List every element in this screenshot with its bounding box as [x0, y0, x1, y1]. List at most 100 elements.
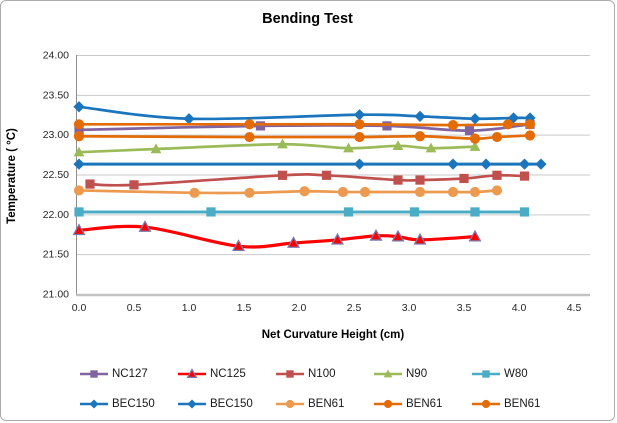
marker-circle [244, 119, 255, 130]
marker-triangle [138, 220, 152, 232]
legend-label: BEN61 [308, 398, 345, 410]
marker-circle [414, 131, 426, 142]
legend-marker-circle-icon [374, 399, 402, 409]
marker-triangle [150, 143, 162, 154]
marker-diamond [507, 112, 520, 124]
marker-triangle [369, 228, 383, 241]
legend-marker-circle-icon [276, 399, 304, 409]
marker-circle [524, 119, 536, 130]
legend: NC127 NC125 N100 N90 W80 BEC150 BEC150 BEN61 BE… [79, 359, 571, 419]
marker-circle [502, 119, 514, 130]
legend-label: BEC150 [112, 398, 155, 410]
marker-triangle [383, 369, 393, 378]
legend-marker-square-icon [80, 370, 108, 378]
marker-diamond [535, 158, 547, 170]
marker-circle [337, 186, 349, 198]
marker-circle [354, 131, 365, 143]
marker-square [519, 207, 530, 217]
marker-triangle [231, 239, 246, 252]
legend-item-BEC150: BEC150 [79, 389, 177, 419]
marker-square [519, 171, 530, 181]
legend-marker-triangle-icon [374, 369, 402, 378]
legend-marker-diamond-icon [178, 399, 206, 409]
legend-item-N90: N90 [373, 359, 471, 389]
marker-circle [481, 399, 491, 409]
legend-item-NC125: NC125 [177, 359, 275, 389]
marker-triangle [469, 141, 481, 151]
legend-item-BEN61: BEN61 [471, 389, 569, 419]
marker-square [470, 207, 480, 217]
legend-label: N90 [406, 368, 428, 380]
marker-circle [383, 399, 393, 409]
x-tick-label: 2.5 [347, 302, 362, 314]
legend-item-N100: N100 [275, 359, 373, 389]
marker-circle [359, 186, 371, 198]
legend-marker-triangle-icon [178, 368, 206, 379]
legend-label: NC125 [210, 368, 246, 380]
marker-circle [189, 187, 200, 198]
marker-triangle [343, 142, 354, 153]
marker-square [482, 370, 490, 378]
x-tick-label: 2.0 [292, 302, 307, 314]
legend-label: BEN61 [504, 398, 541, 410]
x-tick-label: 1.5 [237, 302, 252, 314]
marker-triangle [425, 142, 437, 153]
marker-triangle [277, 138, 288, 149]
marker-triangle [330, 232, 345, 245]
marker-square [459, 173, 469, 184]
series-line-BEC150 [77, 105, 532, 121]
series-line-N100 [88, 173, 526, 187]
marker-triangle [468, 229, 482, 242]
marker-square [74, 125, 84, 135]
legend-item-BEN61: BEN61 [275, 389, 373, 419]
marker-circle [491, 131, 503, 143]
marker-diamond [353, 158, 366, 170]
legend-item-W80: W80 [471, 359, 569, 389]
y-tick-label: 22.50 [43, 169, 69, 181]
series-line-BEN61 [77, 189, 499, 195]
legend-label: N100 [308, 368, 336, 380]
legend-label: W80 [504, 368, 528, 380]
legend-row-2: BEC150 BEC150 BEN61 BEN61 BEN61 [79, 389, 571, 419]
legend-row-1: NC127 NC125 N100 N90 W80 [79, 359, 571, 389]
marker-circle [469, 186, 481, 198]
marker-square [321, 170, 332, 180]
x-tick-label: 3.0 [402, 302, 417, 314]
marker-square [206, 207, 216, 217]
legend-marker-square-icon [472, 370, 500, 378]
legend-item-BEN61: BEN61 [373, 389, 471, 419]
x-axis-title: Net Curvature Height (cm) [261, 329, 405, 341]
chart-title: Bending Test [262, 11, 353, 27]
marker-diamond [469, 113, 481, 125]
marker-square [286, 370, 294, 378]
marker-diamond [73, 158, 85, 170]
marker-diamond [73, 101, 85, 113]
marker-circle [244, 131, 255, 143]
legend-marker-square-icon [276, 370, 304, 378]
marker-square [255, 121, 266, 131]
marker-square [382, 121, 392, 131]
marker-circle [447, 186, 459, 198]
marker-triangle [286, 236, 301, 248]
legend-marker-circle-icon [472, 399, 500, 409]
x-tick-label: 0.5 [127, 302, 142, 314]
marker-square [343, 207, 354, 217]
marker-circle [73, 119, 85, 130]
marker-diamond [480, 158, 492, 170]
marker-square [90, 370, 98, 378]
marker-triangle [73, 146, 85, 157]
marker-circle [73, 131, 85, 142]
marker-circle [524, 130, 536, 141]
marker-circle [354, 119, 365, 130]
marker-triangle [392, 140, 404, 151]
marker-square [492, 170, 502, 180]
y-tick-label: 24.00 [43, 50, 69, 62]
marker-circle [244, 187, 255, 198]
marker-square [74, 207, 84, 217]
y-tick-label: 22.00 [43, 209, 69, 221]
series-line-BEN61 [77, 122, 532, 127]
marker-diamond [89, 399, 99, 409]
y-tick-label: 21.00 [43, 289, 69, 301]
legend-label: BEC150 [210, 398, 253, 410]
